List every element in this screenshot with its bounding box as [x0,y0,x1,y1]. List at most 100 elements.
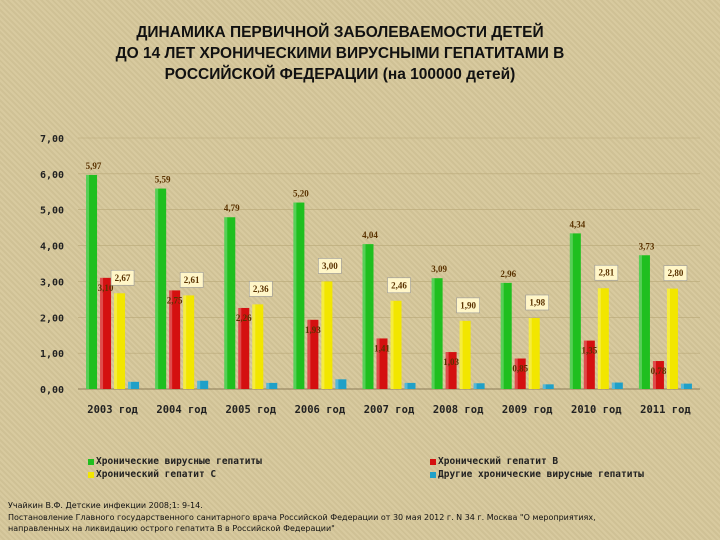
bar [169,290,181,389]
bar [238,307,250,389]
legend-item: Хронический гепатит В [430,456,558,467]
bar-highlight [266,382,270,389]
legend-label: Хронические вирусные гепатиты [96,456,262,467]
legend-label: Хронический гепатит С [96,469,217,480]
bar-highlight [183,295,187,389]
bar [459,320,471,389]
legend-swatch [88,471,94,478]
x-category-label: 2008 год [433,404,484,416]
legend-swatch [88,458,94,465]
data-label: 1,90 [460,300,476,310]
bar-highlight [197,380,201,389]
bar [266,382,278,389]
bar [583,340,595,389]
data-label: 5,59 [155,175,171,185]
bar-highlight [224,217,228,389]
bar [404,382,416,389]
bar-highlight [169,290,173,389]
y-tick-label: 2,00 [40,313,64,324]
bar [197,380,209,389]
data-label: 3,73 [639,241,655,251]
bar [569,233,581,389]
data-label-box [318,258,342,274]
data-label-box [456,297,480,314]
data-label: 2,80 [668,268,684,278]
bar-highlight [431,278,435,389]
bar [445,352,457,389]
data-label: 4,34 [569,219,585,229]
bar [252,304,264,389]
x-category-label: 2006 год [295,404,346,416]
x-category-label: 2005 год [225,404,276,416]
bar [638,255,650,389]
data-label: 4,04 [362,230,378,240]
bar-highlight [638,255,642,389]
legend-item: Хронические вирусные гепатиты [88,456,262,467]
source-note: Учайкин В.Ф. Детские инфекции 2008;1: 9-… [8,500,714,535]
bar-highlight [114,293,118,389]
data-label: 0,78 [651,366,667,376]
bar [390,300,402,389]
bar-highlight [376,338,380,389]
bar-highlight [611,382,615,389]
bar [542,384,554,389]
x-category-label: 2010 год [571,404,622,416]
legend-swatch [430,458,436,465]
data-label: 1,93 [305,325,321,335]
y-axis: 0,00 1,00 2,00 3,00 4,00 5,00 6,00 7,00 [40,134,700,396]
bar-highlight [542,384,546,389]
bar-highlight [514,358,518,389]
title-line-2: ДО 14 ЛЕТ ХРОНИЧЕСКИМИ ВИРУСНЫМИ ГЕПАТИТ… [115,45,565,62]
bar-highlight [528,318,532,389]
data-label: 1,98 [529,298,545,308]
bar-highlight [252,304,256,389]
title-line-1: ДИНАМИКА ПЕРВИЧНОЙ ЗАБОЛЕВАЕМОСТИ ДЕТЕЙ [136,24,544,41]
bar [335,379,347,389]
bar [86,174,98,389]
data-label-box [248,281,273,297]
data-label: 2,61 [184,275,200,285]
data-label-box [179,272,204,288]
data-label: 5,20 [293,189,309,199]
bar-highlight [445,352,449,389]
bar [597,288,609,389]
data-label: 4,79 [224,203,240,213]
y-tick-label: 5,00 [40,206,64,217]
data-label: 2,75 [167,295,183,305]
data-label-box [110,269,135,286]
bar [666,288,678,389]
data-label: 2,26 [236,313,252,323]
title-line-3: РОССИЙСКОЙ ФЕДЕРАЦИИ (на 100000 детей) [164,66,516,83]
legend-label: Другие хронические вирусные гепатиты [438,469,644,480]
bar [500,282,512,389]
bar [114,293,126,389]
x-category-label: 2003 год [87,404,138,416]
bar [528,318,540,389]
legend-swatch [430,471,436,478]
bar [376,338,388,389]
x-category-label: 2004 год [156,404,207,416]
y-tick-label: 6,00 [40,170,64,181]
data-label: 3,09 [431,264,447,274]
data-label-box [663,265,688,281]
legend: Хронические вирусные гепатиты Хронический… [88,456,688,482]
bar-highlight [293,202,297,389]
bar-highlight [500,282,504,389]
data-label: 0,85 [512,364,528,374]
bar [362,244,374,389]
y-tick-label: 3,00 [40,277,64,288]
data-label: 5,97 [86,161,102,171]
bar-highlight [652,361,656,389]
data-label: 2,67 [115,273,131,283]
data-label: 3,10 [98,283,114,293]
bar [293,202,305,389]
y-tick-label: 0,00 [40,385,64,396]
bar-highlight [583,340,587,389]
bar-highlight [307,319,311,389]
chart-title: ДИНАМИКА ПЕРВИЧНОЙ ЗАБОЛЕВАЕМОСТИ ДЕТЕЙ … [40,22,640,85]
bar-highlight [335,379,339,389]
bar-highlight [473,383,477,389]
bar-chart: 0,00 1,00 2,00 3,00 4,00 5,00 6,00 7,00 5,97 3,1… [40,134,700,416]
legend-item: Хронический гепатит С [88,469,216,480]
bar [155,188,167,389]
